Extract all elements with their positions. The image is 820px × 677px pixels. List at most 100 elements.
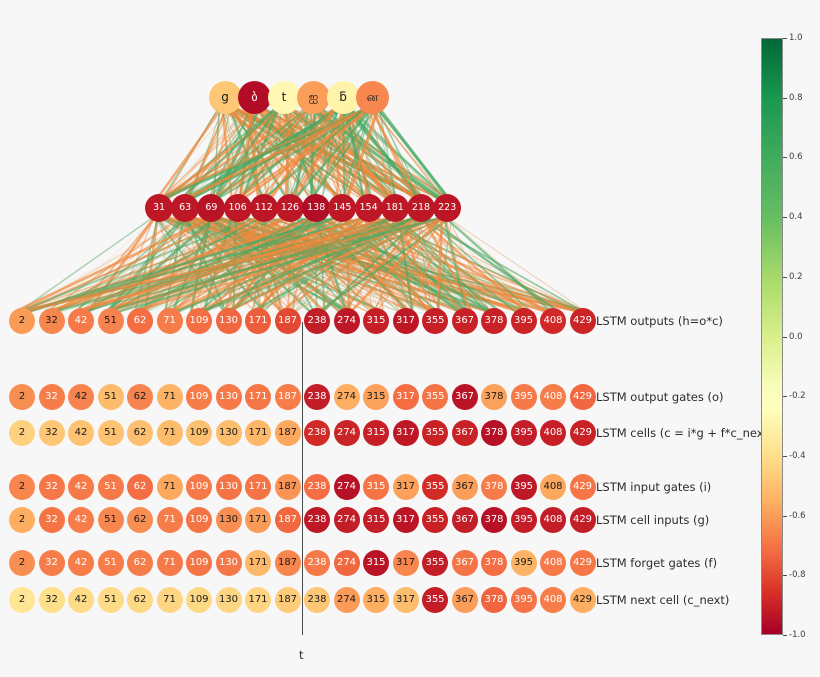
cell-input_gates-315[interactable]: 315 bbox=[363, 474, 389, 500]
cell-input_gates-355[interactable]: 355 bbox=[422, 474, 448, 500]
cell-next_cell-62[interactable]: 62 bbox=[127, 587, 153, 613]
cell-outputs-429[interactable]: 429 bbox=[569, 308, 596, 334]
cell-input_gates-367[interactable]: 367 bbox=[451, 474, 478, 500]
cell-cells-187[interactable]: 187 bbox=[274, 420, 301, 446]
cell-cell_inputs-187[interactable]: 187 bbox=[274, 507, 301, 533]
cell-cells-62[interactable]: 62 bbox=[127, 420, 153, 446]
cell-output_gates-238[interactable]: 238 bbox=[304, 384, 330, 410]
cell-forget_gates-71[interactable]: 71 bbox=[156, 550, 183, 576]
cell-forget_gates-130[interactable]: 130 bbox=[215, 550, 242, 576]
cell-next_cell-71[interactable]: 71 bbox=[156, 587, 183, 613]
cell-outputs-378[interactable]: 378 bbox=[481, 308, 507, 334]
cell-output_gates-109[interactable]: 109 bbox=[186, 384, 212, 410]
cell-cell_inputs-171[interactable]: 171 bbox=[245, 507, 271, 533]
cell-outputs-355[interactable]: 355 bbox=[422, 308, 448, 334]
cell-forget_gates-238[interactable]: 238 bbox=[304, 550, 330, 576]
cell-outputs-187[interactable]: 187 bbox=[274, 308, 301, 334]
cell-cells-429[interactable]: 429 bbox=[569, 420, 596, 446]
cell-cells-2[interactable]: 2 bbox=[9, 420, 35, 446]
cell-forget_gates-367[interactable]: 367 bbox=[451, 550, 478, 576]
cell-outputs-395[interactable]: 395 bbox=[510, 308, 537, 334]
cell-output_gates-71[interactable]: 71 bbox=[156, 384, 183, 410]
cell-forget_gates-32[interactable]: 32 bbox=[38, 550, 65, 576]
cell-next_cell-109[interactable]: 109 bbox=[186, 587, 212, 613]
cell-cell_inputs-51[interactable]: 51 bbox=[97, 507, 124, 533]
cell-cell_inputs-274[interactable]: 274 bbox=[333, 507, 360, 533]
char-node-4[interactable]: ƃ bbox=[326, 80, 360, 114]
cell-input_gates-274[interactable]: 274 bbox=[333, 474, 360, 500]
hidden-node-223[interactable]: 223 bbox=[433, 194, 462, 222]
hidden-node-31[interactable]: 31 bbox=[145, 194, 173, 222]
cell-outputs-42[interactable]: 42 bbox=[68, 308, 94, 334]
cell-forget_gates-355[interactable]: 355 bbox=[422, 550, 448, 576]
hidden-node-112[interactable]: 112 bbox=[249, 194, 278, 222]
char-node-1[interactable]: ბ bbox=[238, 80, 271, 114]
cell-cells-238[interactable]: 238 bbox=[304, 420, 330, 446]
cell-next_cell-395[interactable]: 395 bbox=[510, 587, 537, 613]
cell-next_cell-378[interactable]: 378 bbox=[481, 587, 507, 613]
cell-cells-367[interactable]: 367 bbox=[451, 420, 478, 446]
cell-forget_gates-2[interactable]: 2 bbox=[9, 550, 35, 576]
cell-outputs-238[interactable]: 238 bbox=[304, 308, 330, 334]
cell-forget_gates-395[interactable]: 395 bbox=[510, 550, 537, 576]
cell-input_gates-32[interactable]: 32 bbox=[38, 474, 65, 500]
cell-cells-315[interactable]: 315 bbox=[363, 420, 389, 446]
hidden-node-106[interactable]: 106 bbox=[223, 194, 252, 222]
cell-output_gates-378[interactable]: 378 bbox=[481, 384, 507, 410]
cell-outputs-62[interactable]: 62 bbox=[127, 308, 153, 334]
char-node-5[interactable]: ன bbox=[356, 80, 389, 114]
cell-outputs-274[interactable]: 274 bbox=[333, 308, 360, 334]
cell-next_cell-51[interactable]: 51 bbox=[97, 587, 124, 613]
cell-cell_inputs-109[interactable]: 109 bbox=[186, 507, 212, 533]
cell-forget_gates-315[interactable]: 315 bbox=[363, 550, 389, 576]
cell-cell_inputs-32[interactable]: 32 bbox=[38, 507, 65, 533]
cell-cells-32[interactable]: 32 bbox=[38, 420, 65, 446]
cell-input_gates-51[interactable]: 51 bbox=[97, 474, 124, 500]
cell-output_gates-429[interactable]: 429 bbox=[569, 384, 596, 410]
cell-cell_inputs-2[interactable]: 2 bbox=[9, 507, 35, 533]
cell-outputs-317[interactable]: 317 bbox=[392, 308, 419, 334]
cell-next_cell-187[interactable]: 187 bbox=[274, 587, 301, 613]
cell-cell_inputs-317[interactable]: 317 bbox=[392, 507, 419, 533]
cell-cell_inputs-355[interactable]: 355 bbox=[422, 507, 448, 533]
cell-cells-395[interactable]: 395 bbox=[510, 420, 537, 446]
cell-cell_inputs-42[interactable]: 42 bbox=[68, 507, 94, 533]
cell-forget_gates-42[interactable]: 42 bbox=[68, 550, 94, 576]
cell-outputs-367[interactable]: 367 bbox=[451, 308, 478, 334]
char-node-0[interactable]: g bbox=[208, 80, 242, 114]
cell-forget_gates-429[interactable]: 429 bbox=[569, 550, 596, 576]
cell-output_gates-355[interactable]: 355 bbox=[422, 384, 448, 410]
cell-next_cell-317[interactable]: 317 bbox=[392, 587, 419, 613]
hidden-node-145[interactable]: 145 bbox=[328, 194, 357, 222]
hidden-node-126[interactable]: 126 bbox=[276, 194, 304, 222]
cell-cells-51[interactable]: 51 bbox=[97, 420, 124, 446]
cell-cell_inputs-429[interactable]: 429 bbox=[569, 507, 596, 533]
cell-outputs-171[interactable]: 171 bbox=[245, 308, 271, 334]
cell-input_gates-109[interactable]: 109 bbox=[186, 474, 212, 500]
cell-output_gates-32[interactable]: 32 bbox=[38, 384, 65, 410]
cell-next_cell-429[interactable]: 429 bbox=[569, 587, 596, 613]
hidden-node-218[interactable]: 218 bbox=[407, 194, 435, 222]
cell-cell_inputs-408[interactable]: 408 bbox=[540, 507, 566, 533]
cell-next_cell-42[interactable]: 42 bbox=[68, 587, 94, 613]
cell-cells-378[interactable]: 378 bbox=[481, 420, 507, 446]
cell-forget_gates-274[interactable]: 274 bbox=[333, 550, 360, 576]
cell-cell_inputs-71[interactable]: 71 bbox=[156, 507, 183, 533]
cell-cells-408[interactable]: 408 bbox=[540, 420, 566, 446]
cell-next_cell-367[interactable]: 367 bbox=[451, 587, 478, 613]
cell-next_cell-274[interactable]: 274 bbox=[333, 587, 360, 613]
cell-cell_inputs-130[interactable]: 130 bbox=[215, 507, 242, 533]
cell-cells-274[interactable]: 274 bbox=[333, 420, 360, 446]
cell-forget_gates-109[interactable]: 109 bbox=[186, 550, 212, 576]
cell-output_gates-395[interactable]: 395 bbox=[510, 384, 537, 410]
cell-input_gates-238[interactable]: 238 bbox=[304, 474, 330, 500]
cell-output_gates-2[interactable]: 2 bbox=[9, 384, 35, 410]
hidden-node-138[interactable]: 138 bbox=[302, 194, 331, 222]
char-node-3[interactable]: ஐ bbox=[297, 80, 330, 114]
cell-input_gates-42[interactable]: 42 bbox=[68, 474, 94, 500]
cell-outputs-2[interactable]: 2 bbox=[9, 308, 35, 334]
cell-cell_inputs-62[interactable]: 62 bbox=[127, 507, 153, 533]
cell-cells-355[interactable]: 355 bbox=[422, 420, 448, 446]
cell-next_cell-355[interactable]: 355 bbox=[422, 587, 448, 613]
cell-output_gates-171[interactable]: 171 bbox=[245, 384, 271, 410]
